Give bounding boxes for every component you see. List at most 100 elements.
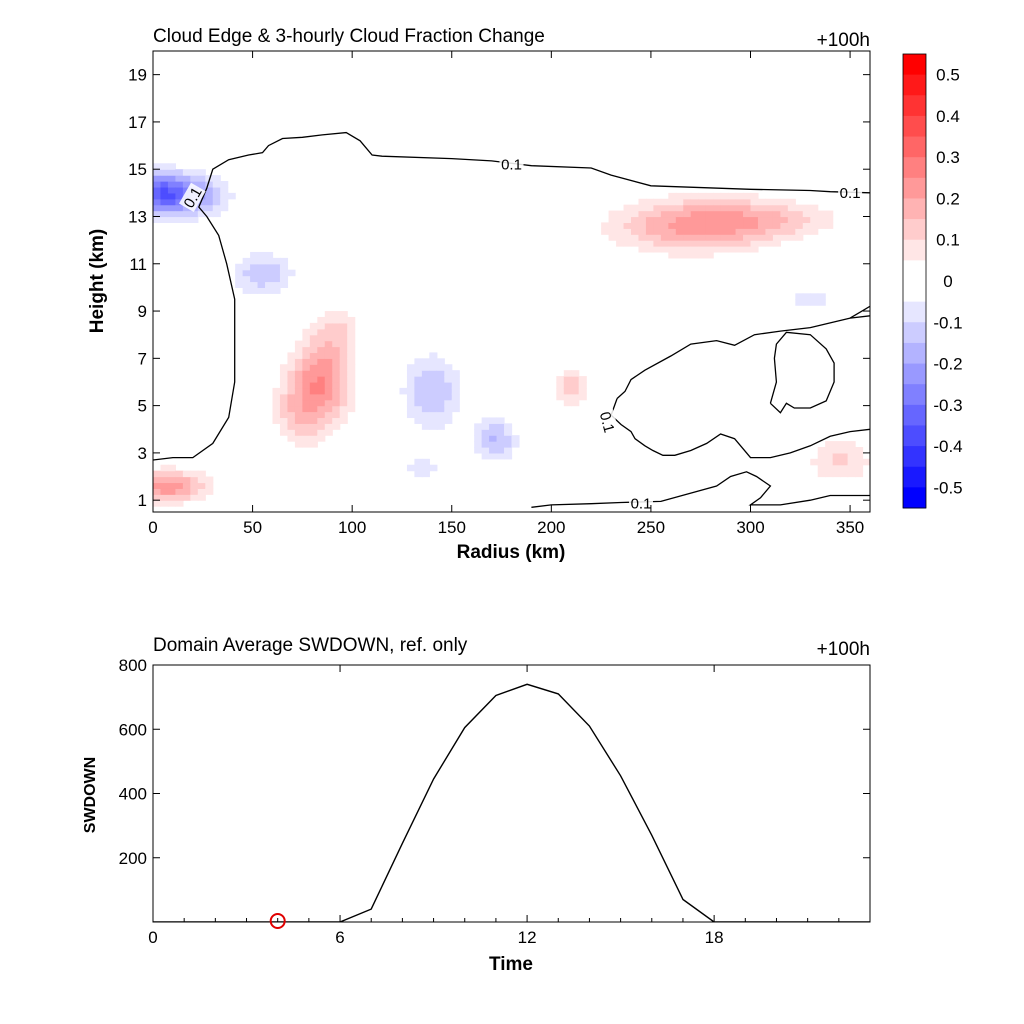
heatmap-cell — [406, 411, 416, 419]
contour-label-group: 0.1 — [629, 494, 653, 513]
heatmap-cell — [668, 228, 677, 235]
heatmap-cell — [631, 204, 640, 212]
y-tick-label: 200 — [119, 849, 147, 868]
heatmap-cell — [167, 186, 177, 194]
heatmap-cell — [317, 370, 326, 377]
heatmap-cell — [414, 464, 423, 472]
heatmap-cell — [242, 263, 251, 271]
colorbar-segment — [903, 239, 926, 261]
heatmap-cell — [743, 198, 752, 206]
heatmap-cell — [287, 411, 296, 419]
heatmap-cell — [324, 334, 333, 342]
heatmap-cell — [309, 370, 318, 377]
heatmap-cell — [182, 181, 191, 188]
heatmap-cell — [175, 216, 184, 223]
heatmap-cell — [780, 222, 789, 229]
heatmap-cell — [421, 464, 430, 472]
heatmap-cell — [414, 458, 423, 466]
heatmap-cell — [772, 210, 781, 218]
heatmap-cell — [220, 181, 229, 188]
heatmap-cell — [265, 275, 274, 283]
heatmap-cell — [279, 370, 289, 377]
heatmap-cell — [705, 204, 714, 212]
heatmap-cell — [272, 281, 281, 289]
heatmap-cell — [153, 169, 162, 176]
heatmap-cell — [324, 328, 333, 336]
heatmap-cell — [481, 435, 490, 442]
heatmap-cell — [489, 435, 498, 442]
heatmap-cell — [683, 198, 692, 206]
heatmap-cell — [242, 275, 251, 283]
heatmap-cell — [728, 204, 737, 212]
heatmap-cell — [504, 446, 513, 454]
heatmap-cell — [817, 222, 826, 229]
heatmap-cell — [175, 198, 184, 206]
heatmap-cell — [153, 482, 162, 489]
heatmap-cell — [167, 181, 177, 188]
colorbar-segment — [903, 404, 926, 426]
heatmap-cell — [279, 257, 289, 265]
heatmap-cell — [436, 358, 445, 365]
heatmap-cell — [735, 198, 744, 206]
heatmap-cell — [324, 346, 333, 354]
heatmap-cell — [421, 417, 430, 424]
heatmap-cell — [436, 423, 445, 430]
heatmap-cell — [421, 370, 430, 377]
heatmap-cell — [795, 216, 804, 223]
heatmap-cell — [332, 316, 341, 324]
heatmap-cell — [339, 328, 348, 336]
heatmap-cell — [429, 364, 438, 371]
heatmap-cell — [855, 446, 864, 454]
heatmap-cell — [309, 352, 318, 359]
heatmap-cell — [668, 198, 677, 206]
heatmap-cell — [287, 381, 296, 389]
colorbar-segment — [903, 425, 926, 447]
heatmap-cell — [690, 222, 699, 229]
heatmap-cell — [324, 429, 333, 436]
heatmap-cell — [287, 435, 296, 442]
heatmap-cell — [182, 210, 191, 218]
heatmap-cell — [205, 476, 214, 484]
heatmap-cell — [279, 423, 289, 430]
x-tick-label: 250 — [637, 518, 665, 537]
contour-label-bg — [596, 408, 619, 436]
heatmap-cell — [324, 311, 333, 318]
heatmap-cell — [294, 352, 303, 359]
heatmap-cell — [317, 381, 326, 389]
heatmap-cell — [324, 381, 333, 389]
heatmap-cell — [489, 423, 498, 430]
heatmap-cell — [153, 488, 162, 495]
heatmap-cell — [309, 358, 318, 365]
heatmap-cell — [690, 210, 699, 218]
heatmap-cell — [668, 246, 677, 253]
heatmap-cell — [825, 441, 834, 448]
y-tick-label: 800 — [119, 656, 147, 675]
colorbar-label: -0.4 — [933, 437, 962, 456]
y-tick-label: 3 — [138, 444, 147, 463]
heatmap-cell — [720, 216, 729, 223]
heatmap-cell — [339, 334, 348, 342]
heatmap-cell — [317, 435, 326, 442]
heatmap-cell — [205, 186, 214, 194]
heatmap-cell — [735, 204, 744, 212]
heatmap-cell — [757, 216, 767, 223]
heatmap-cell — [406, 464, 416, 472]
heatmap-cell — [414, 370, 423, 377]
heatmap-cell — [220, 204, 229, 212]
heatmap-cell — [780, 198, 789, 206]
heatmap-cell — [279, 399, 289, 407]
heatmap-cell — [324, 376, 333, 383]
heatmap-cell — [324, 322, 333, 330]
heatmap-cell — [683, 210, 692, 218]
colorbar-segment — [903, 384, 926, 406]
heatmap-cell — [182, 476, 191, 484]
heatmap-cell — [743, 192, 752, 200]
heatmap-cell — [317, 364, 326, 371]
heatmap-cell — [817, 216, 826, 223]
heatmap-cell — [153, 470, 162, 478]
y-tick-label: 400 — [119, 785, 147, 804]
heatmap-cell — [309, 328, 318, 336]
heatmap-cell — [757, 210, 767, 218]
heatmap-cell — [414, 405, 423, 413]
heatmap-cell — [780, 234, 789, 241]
